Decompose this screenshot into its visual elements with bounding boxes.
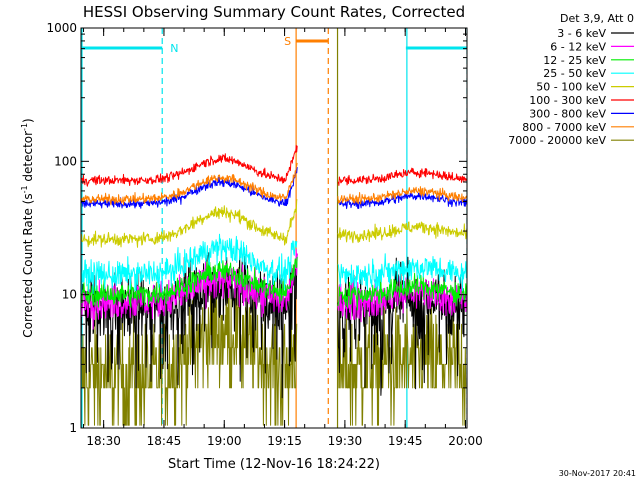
legend-entry-label: 100 - 300 keV — [529, 94, 606, 107]
legend-entry-label: 25 - 50 keV — [543, 67, 606, 80]
y-tick-label: 1000 — [46, 21, 77, 35]
legend-entry-label: 7000 - 20000 keV — [508, 134, 606, 147]
y-tick-label: 100 — [54, 154, 77, 168]
legend-entry-label: 800 - 7000 keV — [522, 121, 606, 134]
x-tick-label: 19:00 — [207, 434, 242, 448]
legend-entry-label: 50 - 100 keV — [536, 81, 606, 94]
series-line — [337, 253, 467, 292]
night-label: N — [170, 42, 178, 55]
series-line — [81, 167, 298, 209]
series-line — [337, 221, 467, 244]
series-line — [81, 199, 298, 248]
x-tick-label: 19:30 — [328, 434, 363, 448]
legend-entry-label: 300 - 800 keV — [529, 107, 606, 120]
y-axis-label-mid: detector — [21, 131, 35, 186]
y-tick-label: 1 — [69, 421, 77, 435]
series-line — [81, 248, 298, 330]
x-tick-label: 20:00 — [448, 434, 483, 448]
chart-title: HESSI Observing Summary Count Rates, Cor… — [83, 3, 465, 21]
series-line — [337, 272, 467, 311]
legend-entry-label: 12 - 25 keV — [543, 54, 606, 67]
y-axis-label-main: Corrected Count Rate (s — [21, 193, 35, 337]
x-tick-label: 18:45 — [147, 434, 182, 448]
series-line — [81, 256, 298, 308]
x-tick-label: 19:45 — [388, 434, 423, 448]
series-line — [337, 191, 467, 210]
y-axis-label: Corrected Count Rate (s-1 detector-1) — [20, 118, 35, 337]
saa-label: S — [284, 35, 291, 48]
y-axis-label-sup1: -1 — [20, 185, 29, 193]
series-line — [81, 162, 298, 206]
x-tick-label: 19:15 — [267, 434, 302, 448]
series-line — [337, 167, 467, 186]
y-tick-label: 10 — [62, 288, 77, 302]
legend-title: Det 3,9, Att 0 — [560, 12, 634, 25]
y-axis-label-end: ) — [21, 118, 35, 123]
legend-entry-label: 3 - 6 keV — [557, 27, 606, 40]
plot-frame — [80, 27, 468, 429]
series-line — [81, 233, 298, 294]
series-line — [337, 288, 467, 426]
series-line — [81, 144, 298, 187]
x-axis-label: Start Time (12-Nov-16 18:24:22) — [168, 457, 380, 472]
x-tick-label: 18:30 — [86, 434, 121, 448]
footer-date: 30-Nov-2017 20:41 — [559, 469, 636, 478]
y-axis-label-sup2: -1 — [20, 123, 29, 131]
series-line — [337, 186, 467, 205]
legend-entry-label: 6 - 12 keV — [550, 40, 606, 53]
series-line — [81, 267, 298, 426]
